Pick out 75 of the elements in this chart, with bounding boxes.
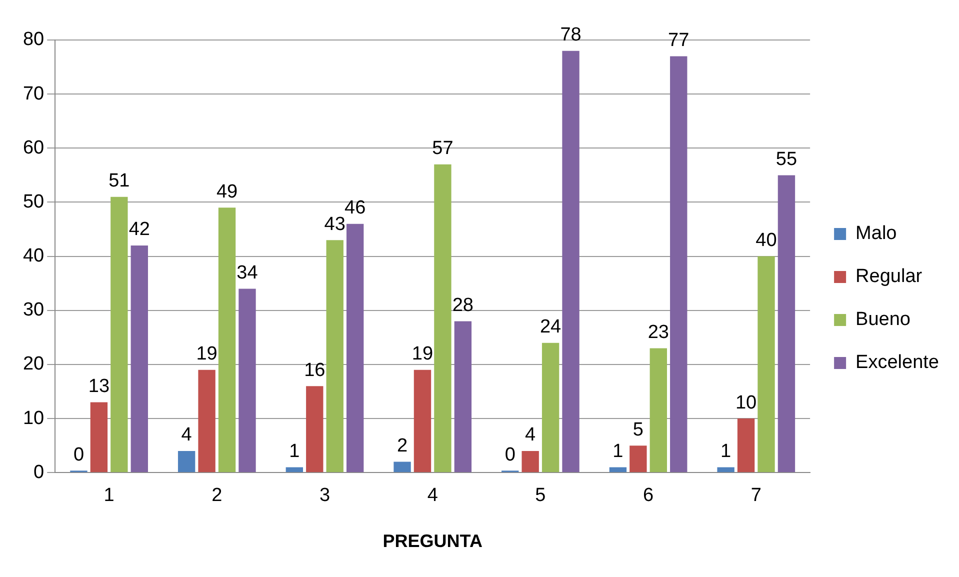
bar <box>394 462 411 472</box>
data-label: 28 <box>452 294 474 316</box>
bar <box>218 208 236 472</box>
bar <box>562 50 580 472</box>
bar <box>609 467 627 472</box>
x-tick-label: 2 <box>212 485 222 506</box>
bar <box>238 288 256 472</box>
y-tick-label: 0 <box>34 462 44 483</box>
x-tick-label: 4 <box>427 485 438 506</box>
bar <box>717 467 734 472</box>
data-label: 1 <box>720 440 732 462</box>
y-tick-label: 30 <box>22 300 44 321</box>
data-label: 19 <box>196 344 218 365</box>
bar <box>306 386 324 472</box>
bar <box>178 450 196 472</box>
legend-label: Bueno <box>856 309 911 330</box>
bar <box>542 342 560 472</box>
x-tick-label: 3 <box>319 485 330 506</box>
y-tick-label: 80 <box>22 29 44 50</box>
bar <box>670 56 688 472</box>
data-label: 24 <box>540 316 562 338</box>
data-label: 57 <box>432 138 454 160</box>
data-label: 46 <box>344 198 366 219</box>
data-label: 42 <box>128 219 150 240</box>
bar <box>434 164 452 472</box>
x-tick-label: 7 <box>750 485 762 506</box>
x-tick-label: 5 <box>535 485 546 506</box>
data-label: 1 <box>289 440 300 462</box>
y-tick-label: 40 <box>22 246 44 267</box>
y-tick-label: 50 <box>22 191 44 212</box>
bar <box>198 370 216 472</box>
bar <box>737 418 755 472</box>
data-label: 77 <box>668 30 690 51</box>
data-label: 78 <box>560 24 582 46</box>
data-label: 34 <box>236 262 258 284</box>
legend-label: Excelente <box>856 352 940 374</box>
data-label: 2 <box>396 436 408 457</box>
x-tick-label: 6 <box>643 485 654 506</box>
bar <box>454 321 472 472</box>
bar <box>90 402 108 472</box>
bar <box>778 175 796 472</box>
data-label: 40 <box>756 230 777 252</box>
y-tick-label: 10 <box>22 408 44 429</box>
data-label: 4 <box>525 424 536 446</box>
data-label: 16 <box>304 360 326 381</box>
y-tick-label: 70 <box>22 83 44 104</box>
bar <box>758 256 775 472</box>
bar <box>286 467 304 472</box>
data-label: 13 <box>88 376 110 398</box>
bar <box>522 450 539 472</box>
bar <box>110 196 128 472</box>
data-label: 5 <box>632 419 644 440</box>
legend-label: Malo <box>856 223 897 244</box>
y-tick-label: 20 <box>22 354 44 375</box>
bar <box>346 224 364 472</box>
data-label: 51 <box>108 170 130 192</box>
legend-label: Regular <box>856 266 923 288</box>
data-label: 49 <box>216 181 238 202</box>
data-label: 0 <box>504 444 516 466</box>
data-label: 23 <box>648 322 669 343</box>
y-tick-label: 60 <box>22 137 44 158</box>
bar <box>130 245 148 472</box>
x-axis-title: PREGUNTA <box>382 531 482 552</box>
bar <box>630 446 647 472</box>
x-tick-label: 1 <box>104 485 114 506</box>
data-label: 10 <box>735 392 757 414</box>
bar <box>326 240 344 472</box>
bar <box>414 370 432 472</box>
data-label: 55 <box>776 148 798 170</box>
bar <box>650 348 667 472</box>
data-label: 43 <box>324 214 346 235</box>
data-label: 0 <box>73 444 84 466</box>
data-label: 4 <box>181 424 192 446</box>
data-label: 1 <box>612 440 624 462</box>
data-label: 19 <box>412 344 434 365</box>
